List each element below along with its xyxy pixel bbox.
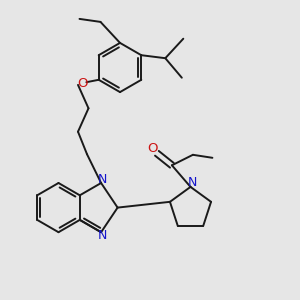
Text: N: N xyxy=(187,176,197,189)
Text: N: N xyxy=(98,229,108,242)
Text: N: N xyxy=(98,173,108,186)
Text: O: O xyxy=(77,77,87,90)
Text: O: O xyxy=(147,142,158,155)
